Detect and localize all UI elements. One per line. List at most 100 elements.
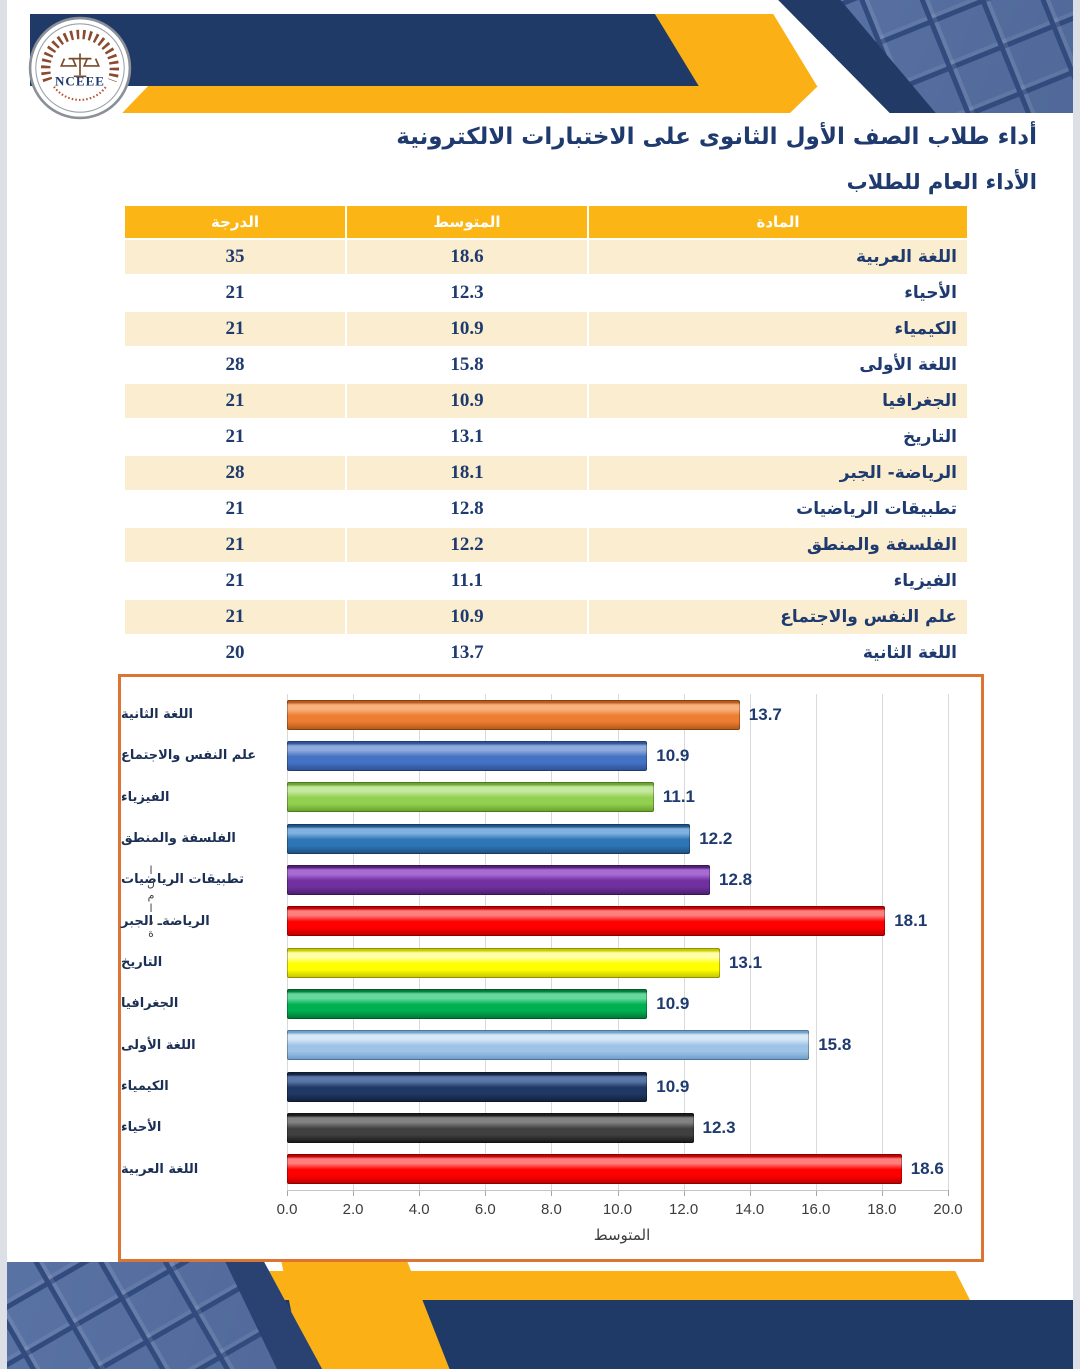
table-row: الفلسفة والمنطق 12.2 21 [123,526,969,564]
table-row: الجغرافيا 10.9 21 [123,382,969,420]
average-cell: 13.7 [345,634,589,672]
bar-value-label: 10.9 [656,993,690,1013]
average-cell: 12.8 [345,490,589,528]
x-axis-tick [683,1190,685,1196]
gridline [617,694,619,1190]
table-row: تطبيقات الرياضيات 12.8 21 [123,490,969,528]
page-left-edge [0,0,7,1369]
grade-cell: 21 [123,562,347,600]
col-header-grade: الدرجة [123,204,347,240]
subject-cell: اللغة الأولى [587,346,969,384]
logo-decorative-arc [41,29,119,83]
bar [287,989,648,1019]
nceee-logo: NCEEE [28,16,132,120]
subject-cell: الجغرافيا [587,382,969,420]
average-cell: 15.8 [345,346,589,384]
bar [287,865,711,895]
bar [287,906,886,937]
gridline [353,694,355,1190]
bar-category-label: الكيمياء [121,1079,169,1095]
bar [287,1154,902,1185]
subject-cell: تطبيقات الرياضيات [587,490,969,528]
table-row: اللغة الأولى 15.8 28 [123,346,969,384]
bar-value-label: 12.2 [699,828,733,848]
average-cell: 10.9 [345,310,589,348]
average-cell: 13.1 [345,418,589,456]
gridline [948,694,949,1190]
subject-cell: اللغة الثانية [587,634,969,672]
subject-cell: التاريخ [587,418,969,456]
table-row: علم النفس والاجتماع 10.9 21 [123,598,969,636]
page-right-edge [1073,0,1080,1369]
chart-plot-area: 0.0 2.0 4.0 6.0 8.0 10.0 12.0 14.0 16.0 18.0 20.0 ا… [121,677,981,1259]
col-header-average: المتوسط [345,204,589,240]
bar-value-label: 10.9 [656,1076,690,1096]
x-axis-tick-label: 20.0 [933,1201,963,1218]
x-axis-tick [353,1190,355,1196]
bar-category-label: الرياضةـ الجبر [121,913,210,929]
report-subtitle: الأداء العام للطلاب [846,170,1037,194]
x-axis-tick [485,1190,487,1196]
x-axis-tick [948,1190,949,1196]
bar-value-label: 15.8 [818,1035,852,1055]
grade-cell: 21 [123,310,347,348]
bar [287,1030,810,1061]
table-row: اللغة العربية 18.6 35 [123,238,969,276]
x-axis-tick-label: 6.0 [474,1201,496,1218]
x-axis-line [287,1190,948,1191]
gridline [749,694,751,1190]
bar-value-label: 13.1 [728,952,763,972]
x-axis-tick-label: 10.0 [602,1201,633,1218]
bar-category-label: الجغرافيا [121,996,179,1012]
table-row: اللغة الثانية 13.7 20 [123,634,969,672]
x-axis-tick-label: 14.0 [735,1201,765,1218]
subject-cell: الفيزياء [587,562,969,600]
average-cell: 11.1 [345,562,589,600]
table-row: الأحياء 12.3 21 [123,274,969,312]
report-title: أداء طلاب الصف الأول الثانوى على الاختبا… [396,124,1037,150]
bar-category-label: تطبيقات الرياضيات [121,872,244,888]
performance-table-body: اللغة العربية 18.6 35 الأحياء 12.3 21 الكيمياء… [123,238,969,672]
x-axis-tick-label: 8.0 [540,1201,562,1218]
grade-cell: 35 [123,238,347,276]
x-axis-tick [749,1190,751,1196]
average-cell: 12.3 [345,274,589,312]
average-cell: 10.9 [345,382,589,420]
bar [287,699,740,730]
x-axis-tick-label: 2.0 [342,1201,364,1218]
header-navy-band [30,14,700,86]
gridline [815,694,817,1190]
bar-category-label: الأحياء [121,1120,162,1136]
bar [287,1071,648,1102]
col-header-subject: المادة [587,204,969,240]
table-row: الكيمياء 10.9 21 [123,310,969,348]
performance-table: المادة المتوسط الدرجة اللغة العربية 18.6 3… [123,204,969,672]
x-axis-title: المتوسط [593,1226,651,1244]
subject-cell: الكيمياء [587,310,969,348]
grade-cell: 20 [123,634,347,672]
x-axis-tick-label: 4.0 [408,1201,430,1218]
y-axis-title: ا ل م ا د ة [147,864,155,941]
grade-cell: 21 [123,490,347,528]
bar [287,741,648,771]
nceee-logo-text: NCEEE [55,74,105,89]
table-row: الفيزياء 11.1 21 [123,562,969,600]
subject-cell: الفلسفة والمنطق [587,526,969,564]
gridline [419,694,421,1190]
x-axis-tick-label: 0.0 [276,1201,298,1218]
x-axis-tick-label: 12.0 [668,1201,699,1218]
bar-value-label: 12.3 [702,1117,736,1137]
table-row: التاريخ 13.1 21 [123,418,969,456]
bar-category-label: الفيزياء [121,789,170,805]
logo-scales-icon [60,53,100,78]
subject-cell: الأحياء [587,274,969,312]
grade-cell: 21 [123,598,347,636]
x-axis-tick [617,1190,619,1196]
x-axis-tick [419,1190,421,1196]
average-cell: 12.2 [345,526,589,564]
average-cell: 10.9 [345,598,589,636]
x-axis-tick-label: 18.0 [867,1201,897,1218]
header-amber-band [122,86,818,113]
table-header-row: المادة المتوسط الدرجة [123,204,969,240]
